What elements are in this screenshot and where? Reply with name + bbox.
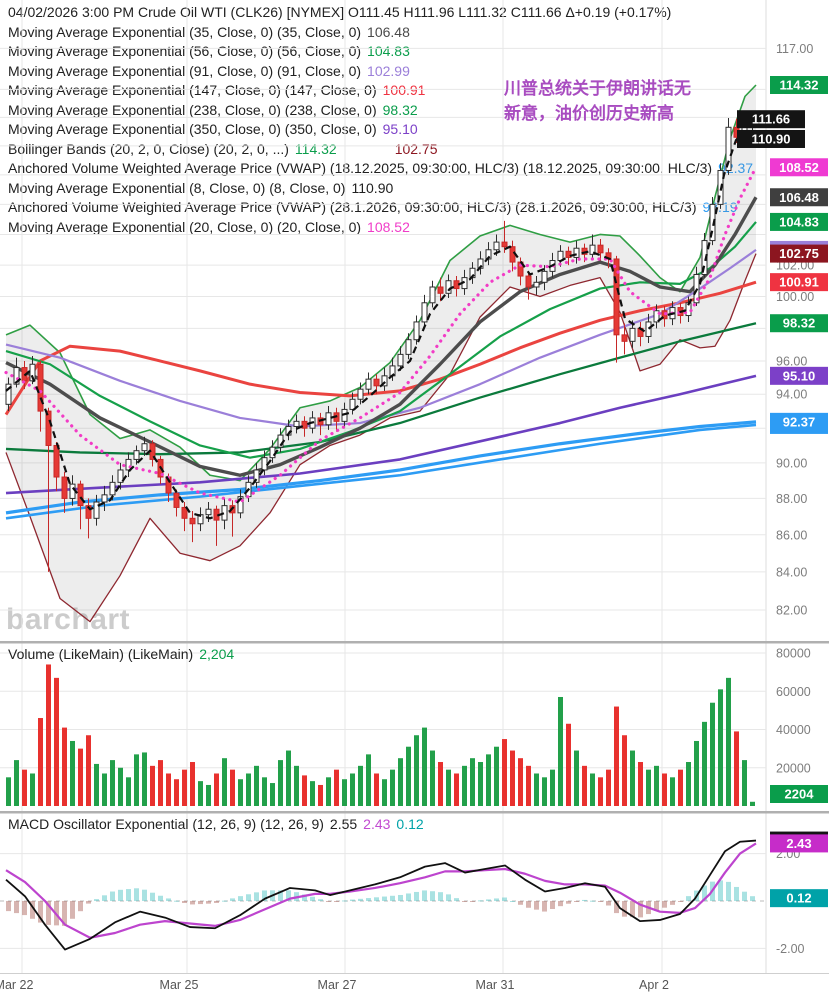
gridlines [0, 0, 767, 973]
ema-238-line [5, 322, 757, 456]
ema-350-line [5, 374, 757, 495]
pane-separators [0, 641, 829, 974]
main-price-pane[interactable] [0, 0, 766, 641]
ema-147-line [4, 280, 757, 416]
ema-8-line [5, 129, 757, 520]
vwap-line-1 [5, 420, 757, 515]
price-axis[interactable] [767, 0, 829, 973]
ema-20-line [4, 165, 758, 504]
ema-35-line [5, 196, 758, 477]
ema-56-line [5, 221, 757, 459]
volume-bars [6, 664, 755, 806]
macd-line [5, 839, 757, 951]
macd-pane[interactable] [0, 814, 766, 973]
volume-pane[interactable] [0, 644, 766, 810]
bollinger-band-fill [6, 85, 756, 622]
macd-signal-line [5, 842, 757, 939]
time-axis[interactable] [0, 975, 766, 1000]
ema-91-line [5, 249, 757, 428]
vwap-line-2 [5, 423, 757, 520]
